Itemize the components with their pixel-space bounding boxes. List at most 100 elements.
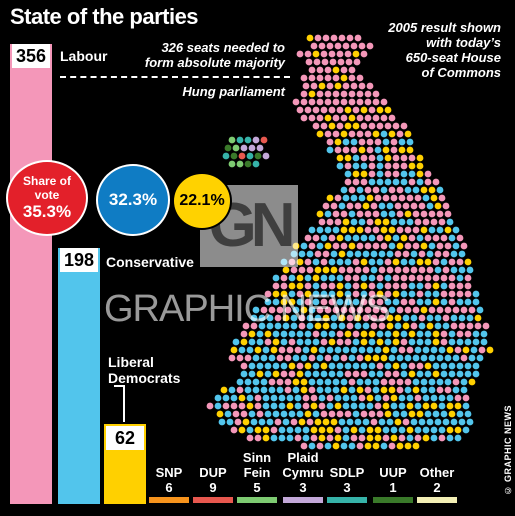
constituency-dot (280, 298, 288, 306)
constituency-dot (422, 434, 430, 442)
constituency-dot (304, 50, 312, 58)
constituency-dot (340, 226, 348, 234)
constituency-dot (316, 242, 324, 250)
constituency-dot (306, 34, 314, 42)
constituency-dot (448, 290, 456, 298)
constituency-dot (312, 410, 320, 418)
constituency-dot (302, 346, 310, 354)
constituency-dot (308, 442, 316, 450)
constituency-dot (334, 426, 342, 434)
constituency-dot (304, 282, 312, 290)
constituency-dot (310, 426, 318, 434)
constituency-dot (468, 306, 476, 314)
constituency-dot (404, 130, 412, 138)
constituency-dot (334, 218, 342, 226)
constituency-dot (480, 338, 488, 346)
constituency-dot (368, 234, 376, 242)
constituency-dot (430, 402, 438, 410)
constituency-dot (256, 410, 264, 418)
constituency-dot (344, 370, 352, 378)
constituency-dot (382, 426, 390, 434)
constituency-dot (268, 354, 276, 362)
constituency-dot (322, 34, 330, 42)
constituency-dot (288, 338, 296, 346)
constituency-dot (438, 194, 446, 202)
constituency-dot (344, 362, 352, 370)
constituency-dot (348, 226, 356, 234)
constituency-dot (420, 242, 428, 250)
constituency-dot (348, 442, 356, 450)
small-party-bar-plaid (283, 497, 323, 503)
constituency-dot (436, 386, 444, 394)
constituency-dot (302, 402, 310, 410)
constituency-dot (352, 362, 360, 370)
constituency-dot (396, 186, 404, 194)
constituency-dot (442, 250, 450, 258)
constituency-dot (358, 346, 366, 354)
constituency-dot (288, 330, 296, 338)
constituency-dot (252, 160, 260, 168)
constituency-dot (336, 274, 344, 282)
constituency-dot (240, 410, 248, 418)
constituency-dot (354, 314, 362, 322)
constituency-dot (306, 314, 314, 322)
constituency-dot (378, 418, 386, 426)
constituency-dot (320, 330, 328, 338)
constituency-dot (318, 346, 326, 354)
constituency-dot (400, 410, 408, 418)
constituency-dot (470, 346, 478, 354)
constituency-dot (388, 226, 396, 234)
constituency-dot (258, 314, 266, 322)
constituency-dot (352, 178, 360, 186)
constituency-dot (332, 210, 340, 218)
constituency-dot (396, 386, 404, 394)
constituency-dot (336, 154, 344, 162)
constituency-dot (316, 306, 324, 314)
constituency-dot (392, 154, 400, 162)
constituency-dot (312, 290, 320, 298)
constituency-dot (340, 90, 348, 98)
bar-conservative (58, 248, 100, 504)
constituency-dot (318, 218, 326, 226)
constituency-dot (342, 402, 350, 410)
constituency-dot (428, 354, 436, 362)
constituency-dot (468, 378, 476, 386)
constituency-dot (312, 50, 320, 58)
constituency-dot (316, 226, 324, 234)
constituency-dot (336, 122, 344, 130)
constituency-dot (416, 362, 424, 370)
constituency-dot (332, 74, 340, 82)
small-party-value: 2 (433, 480, 441, 495)
constituency-dot (292, 98, 300, 106)
constituency-dot (312, 258, 320, 266)
constituency-dot (244, 386, 252, 394)
constituency-dot (460, 354, 468, 362)
constituency-dot (420, 306, 428, 314)
graphic-news-credit: © GRAPHIC NEWS (503, 405, 513, 496)
constituency-dot (418, 266, 426, 274)
constituency-dot (376, 410, 384, 418)
small-party-snp: SNP 6 (148, 465, 190, 495)
constituency-dot (432, 338, 440, 346)
constituency-dot (362, 322, 370, 330)
constituency-dot (444, 306, 452, 314)
constituency-dot (337, 58, 345, 66)
constituency-dot (344, 162, 352, 170)
constituency-dot (440, 410, 448, 418)
constituency-dot (308, 378, 316, 386)
constituency-dot (366, 194, 374, 202)
constituency-dot (454, 346, 462, 354)
small-party-sdlp: SDLP 3 (326, 465, 368, 495)
constituency-dot (364, 378, 372, 386)
constituency-dot (408, 162, 416, 170)
constituency-dot (390, 402, 398, 410)
constituency-dot (382, 138, 390, 146)
constituency-dot (358, 146, 366, 154)
constituency-dot (336, 362, 344, 370)
constituency-dot (426, 202, 434, 210)
constituency-dot (448, 330, 456, 338)
constituency-dot (332, 66, 340, 74)
constituency-dot (314, 34, 322, 42)
constituency-dot (286, 426, 294, 434)
constituency-dot (390, 426, 398, 434)
